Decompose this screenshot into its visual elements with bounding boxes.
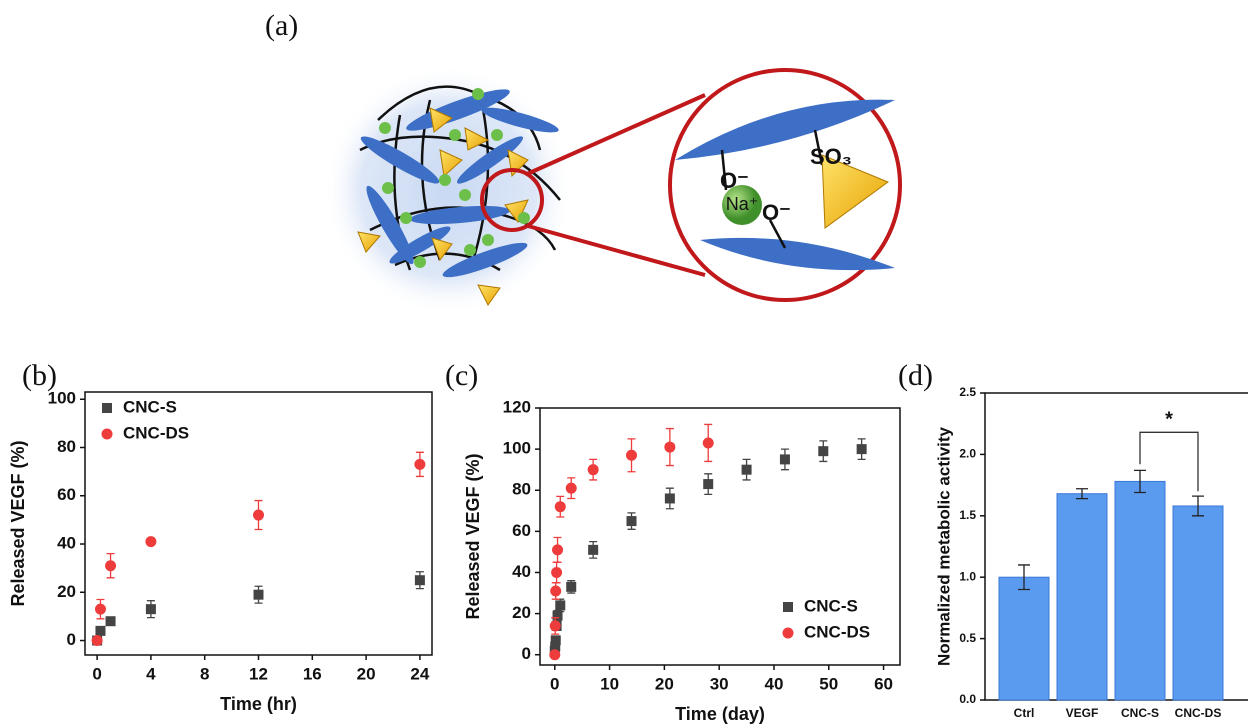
marker [780,454,790,464]
legend-label: CNC-DS [804,622,870,641]
marker [626,450,637,461]
x-tick-label: 30 [710,674,729,693]
y-axis-title: Released VEGF (%) [463,453,483,619]
y-tick-label: 80 [57,437,76,456]
x-tick-label: CNC-DS [1175,706,1222,720]
y-tick-label: 0 [522,644,531,663]
marker [549,649,560,660]
y-tick-label: 60 [512,521,531,540]
x-tick-label: 12 [249,664,268,683]
marker [627,516,637,526]
marker [105,560,116,571]
marker [742,465,752,475]
panel-label: (d) [898,359,933,392]
legend-marker [783,628,794,639]
y-tick-label: 0.5 [959,631,976,645]
marker [551,635,561,645]
y-tick-label: 60 [57,485,76,504]
y-tick-label: 80 [512,480,531,499]
marker [665,493,675,503]
legend-marker [783,602,793,612]
panel-label: (c) [445,359,478,392]
x-tick-label: 16 [303,664,322,683]
y-tick-label: 100 [48,389,76,408]
marker [550,620,561,631]
x-tick-label: 10 [600,674,619,693]
diagram: O⁻ Na⁺ O⁻ SO₃ [323,65,900,315]
marker [415,575,425,585]
marker [664,442,675,453]
marker [703,479,713,489]
y-axis-title: Normalized metabolic activity [934,426,953,666]
marker [146,604,156,614]
atom-label: O⁻ [762,200,791,225]
marker [95,626,105,636]
bar [999,577,1049,700]
marker [552,544,563,555]
x-tick-label: 20 [655,674,674,693]
legend-label: CNC-S [123,397,177,416]
marker [550,585,561,596]
atom-label: Na⁺ [726,194,759,214]
marker [818,446,828,456]
atom-label: O⁻ [720,168,749,193]
panel-label: (a) [265,9,298,42]
y-tick-label: 120 [503,397,531,416]
marker [254,590,264,600]
x-tick-label: Ctrl [1014,706,1035,720]
y-tick-label: 40 [57,533,76,552]
marker [555,600,565,610]
page: (a) O⁻ Na⁺ O⁻ SO₃ (b)020406080100Release… [0,0,1248,728]
bar [1115,481,1165,700]
marker [857,444,867,454]
marker [92,635,103,646]
x-tick-label: CNC-S [1121,706,1159,720]
x-axis-title: Time (day) [675,704,765,724]
y-tick-label: 20 [57,582,76,601]
legend-marker [102,429,113,440]
x-tick-label: 0 [550,674,559,693]
figure: (a) O⁻ Na⁺ O⁻ SO₃ (b)020406080100Release… [0,0,1248,728]
legend-marker [102,403,112,413]
y-tick-label: 100 [503,439,531,458]
legend-label: CNC-DS [123,423,189,442]
y-tick-label: 40 [512,562,531,581]
y-tick-label: 0.0 [959,692,976,706]
marker [106,616,116,626]
x-tick-label: 8 [200,664,209,683]
y-tick-label: 20 [512,603,531,622]
x-tick-label: 60 [874,674,893,693]
x-tick-label: 20 [357,664,376,683]
panel-label: (b) [22,359,57,392]
marker [145,536,156,547]
x-tick-label: 50 [819,674,838,693]
legend-label: CNC-S [804,596,858,615]
y-tick-label: 0 [67,630,76,649]
y-tick-label: 2.5 [959,385,976,399]
marker [588,545,598,555]
y-tick-label: 1.5 [959,508,976,522]
y-tick-label: 2.0 [959,447,976,461]
x-tick-label: VEGF [1066,706,1099,720]
y-axis-title: Released VEGF (%) [8,440,28,606]
x-axis-title: Time (hr) [220,694,297,714]
marker [551,567,562,578]
x-tick-label: 0 [92,664,101,683]
marker [95,604,106,615]
marker [588,464,599,475]
significance-label: * [1165,409,1173,431]
bar [1173,506,1223,700]
marker [253,510,264,521]
marker [703,437,714,448]
marker [555,501,566,512]
marker [414,459,425,470]
x-tick-label: 24 [410,664,429,683]
marker [566,582,576,592]
marker [566,483,577,494]
bar [1057,494,1107,700]
x-tick-label: 40 [765,674,784,693]
y-tick-label: 1.0 [959,569,976,583]
atom-label: SO₃ [810,144,852,169]
x-tick-label: 4 [146,664,156,683]
